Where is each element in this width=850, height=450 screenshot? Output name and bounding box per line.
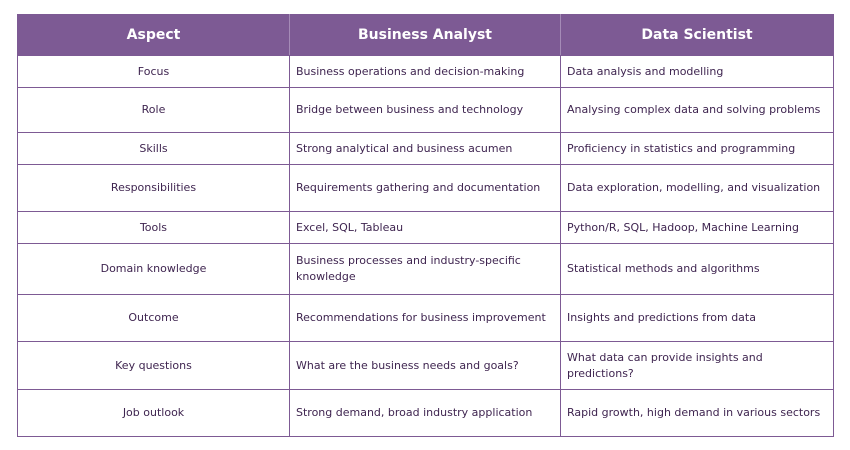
header-aspect: Aspect (17, 14, 290, 56)
table-row: Tools Excel, SQL, Tableau Python/R, SQL,… (17, 211, 834, 244)
data-scientist-cell: What data can provide insights and predi… (560, 341, 834, 390)
table-row: Role Bridge between business and technol… (17, 87, 834, 133)
business-analyst-cell: Business operations and decision-making (289, 55, 561, 88)
comparison-table: Aspect Business Analyst Data Scientist F… (17, 14, 834, 437)
aspect-cell: Job outlook (17, 389, 290, 437)
data-scientist-cell: Insights and predictions from data (560, 294, 834, 342)
table-row: Domain knowledge Business processes and … (17, 243, 834, 295)
aspect-cell: Role (17, 87, 290, 133)
data-scientist-cell: Data analysis and modelling (560, 55, 834, 88)
aspect-cell: Focus (17, 55, 290, 88)
business-analyst-cell: Excel, SQL, Tableau (289, 211, 561, 244)
aspect-cell: Domain knowledge (17, 243, 290, 295)
table-header-row: Aspect Business Analyst Data Scientist (17, 14, 834, 56)
data-scientist-cell: Rapid growth, high demand in various sec… (560, 389, 834, 437)
business-analyst-cell: What are the business needs and goals? (289, 341, 561, 390)
business-analyst-cell: Strong analytical and business acumen (289, 132, 561, 165)
header-data-scientist: Data Scientist (560, 14, 834, 56)
comparison-table-container: Aspect Business Analyst Data Scientist F… (17, 14, 834, 437)
data-scientist-cell: Statistical methods and algorithms (560, 243, 834, 295)
data-scientist-cell: Proficiency in statistics and programmin… (560, 132, 834, 165)
table-row: Job outlook Strong demand, broad industr… (17, 389, 834, 437)
data-scientist-cell: Python/R, SQL, Hadoop, Machine Learning (560, 211, 834, 244)
business-analyst-cell: Business processes and industry-specific… (289, 243, 561, 295)
aspect-cell: Key questions (17, 341, 290, 390)
business-analyst-cell: Requirements gathering and documentation (289, 164, 561, 212)
table-row: Responsibilities Requirements gathering … (17, 164, 834, 212)
table-row: Outcome Recommendations for business imp… (17, 294, 834, 342)
table-row: Skills Strong analytical and business ac… (17, 132, 834, 165)
business-analyst-cell: Bridge between business and technology (289, 87, 561, 133)
business-analyst-cell: Recommendations for business improvement (289, 294, 561, 342)
aspect-cell: Skills (17, 132, 290, 165)
business-analyst-cell: Strong demand, broad industry applicatio… (289, 389, 561, 437)
aspect-cell: Responsibilities (17, 164, 290, 212)
data-scientist-cell: Data exploration, modelling, and visuali… (560, 164, 834, 212)
aspect-cell: Tools (17, 211, 290, 244)
data-scientist-cell: Analysing complex data and solving probl… (560, 87, 834, 133)
table-row: Key questions What are the business need… (17, 341, 834, 390)
aspect-cell: Outcome (17, 294, 290, 342)
header-business-analyst: Business Analyst (289, 14, 561, 56)
table-row: Focus Business operations and decision-m… (17, 55, 834, 88)
